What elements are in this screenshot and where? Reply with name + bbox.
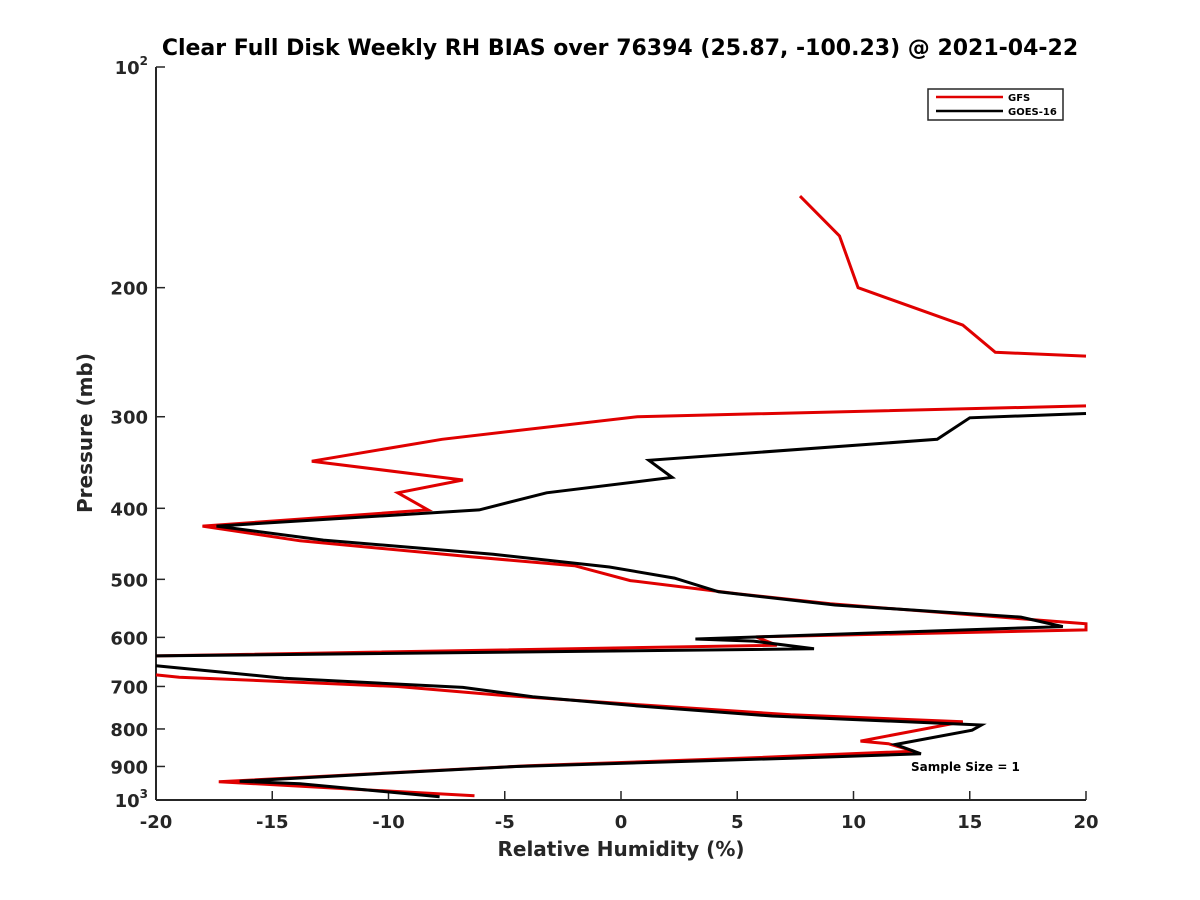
y-tick-label: 200 (110, 279, 148, 300)
x-tick-label: 5 (731, 812, 744, 833)
y-tick-label: 103 (115, 787, 148, 812)
series-line-gfs-1 (798, 195, 1087, 358)
x-tick-label: 10 (841, 812, 866, 833)
sample-size-annotation: Sample Size = 1 (911, 760, 1020, 774)
y-tick-label: 900 (110, 757, 148, 778)
series-line-gfs-3 (155, 673, 964, 798)
x-tick-label: 0 (615, 812, 628, 833)
y-tick-label: 600 (110, 628, 148, 649)
series-line-goes-16-1 (155, 412, 1087, 658)
chart-title: Clear Full Disk Weekly RH BIAS over 7639… (162, 36, 1078, 61)
x-tick-label: -20 (140, 812, 173, 833)
x-tick-label: 20 (1073, 812, 1098, 833)
y-axis-label: Pressure (mb) (73, 353, 97, 513)
plot-area: -20 -15 -10 -5 0 5 10 15 20 102 200 300 400 500 600 70… (110, 54, 1098, 833)
y-tick-label: 400 (110, 499, 148, 520)
x-ticks: -20 -15 -10 -5 0 5 10 15 20 (140, 791, 1099, 833)
legend: GFS GOES-16 (927, 88, 1064, 121)
x-tick-label: -10 (372, 812, 405, 833)
x-tick-label: -15 (256, 812, 289, 833)
legend-box (927, 88, 1064, 121)
legend-label-gfs: GFS (1008, 93, 1030, 104)
y-tick-label: 800 (110, 720, 148, 741)
x-axis-label: Relative Humidity (%) (497, 837, 744, 861)
x-tick-label: -5 (495, 812, 515, 833)
series-lines (155, 195, 1088, 799)
x-tick-label: 15 (957, 812, 982, 833)
legend-label-goes-16: GOES-16 (1008, 107, 1057, 118)
y-ticks: 102 200 300 400 500 600 700 800 900 103 (110, 54, 165, 812)
y-tick-label: 700 (110, 677, 148, 698)
series-line-gfs-2 (155, 404, 1088, 658)
y-tick-label: 500 (110, 570, 148, 591)
series-line-goes-16-2 (155, 664, 987, 799)
y-tick-label: 300 (110, 408, 148, 429)
y-tick-label: 102 (115, 54, 148, 79)
